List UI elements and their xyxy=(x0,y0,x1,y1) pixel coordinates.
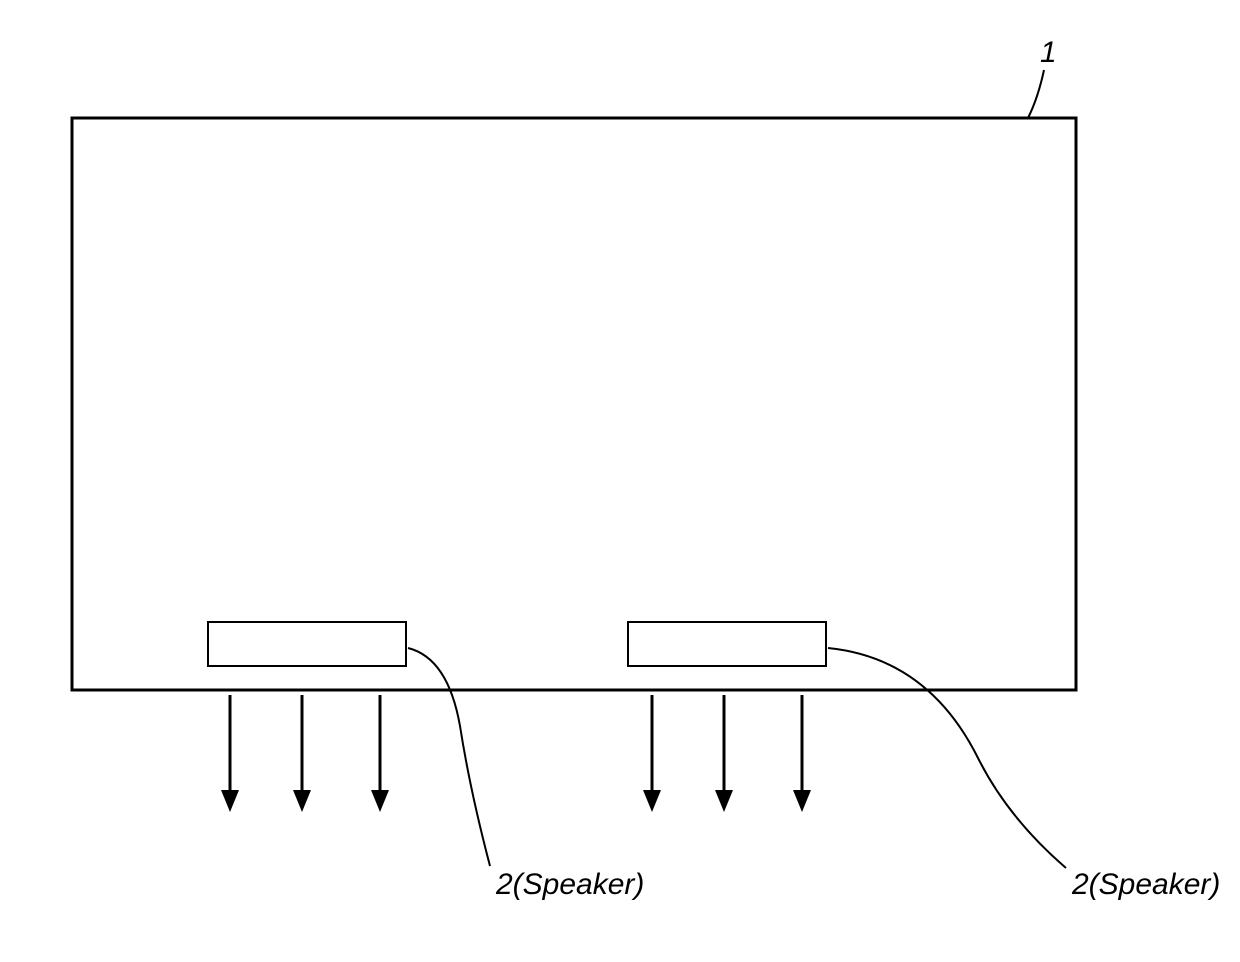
label-2-left: 2(Speaker) xyxy=(495,868,644,901)
display-panel xyxy=(72,118,1076,690)
label-2-right: 2(Speaker) xyxy=(1071,868,1220,901)
speaker-box-2 xyxy=(628,622,826,666)
speaker-box-1 xyxy=(208,622,406,666)
diagram-canvas: 1 2(Speaker) 2(Speaker) xyxy=(0,0,1240,962)
label-1: 1 xyxy=(1040,36,1057,69)
